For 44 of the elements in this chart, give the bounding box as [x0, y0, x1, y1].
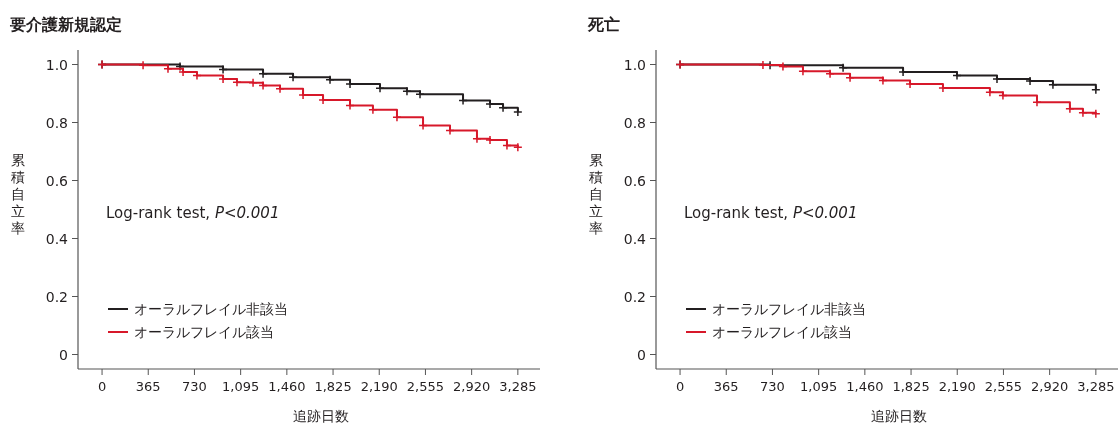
x-tick-label: 1,460 [846, 379, 884, 394]
y-tick-label: 0 [637, 346, 646, 363]
y-tick-label: 0 [59, 346, 68, 363]
x-tick-label: 1,825 [892, 379, 930, 394]
chart-title: 要介護新規認定 [9, 15, 122, 34]
x-tick-label: 0 [97, 379, 107, 394]
chart-title: 死亡 [587, 15, 620, 34]
y-tick-label: 0.6 [45, 172, 69, 189]
legend-label: オーラルフレイル該当 [712, 324, 852, 340]
y-axis-title: 累積自立率 [589, 152, 603, 236]
annotation: Log-rank test, P<0.001 [684, 204, 858, 222]
y-tick-label: 0.8 [623, 114, 646, 131]
x-tick-label: 2,555 [984, 379, 1023, 394]
x-tick-label: 2,555 [406, 379, 445, 394]
x-tick-label: 3,285 [499, 379, 537, 394]
x-tick-label: 365 [713, 379, 739, 394]
x-tick-label: 365 [135, 379, 161, 394]
legend-label: オーラルフレイル非該当 [712, 301, 866, 317]
annotation: Log-rank test, P<0.001 [106, 204, 280, 222]
y-tick-label: 0.2 [623, 288, 646, 305]
x-tick-label: 730 [182, 379, 207, 394]
x-axis-title: 追跡日数 [293, 408, 350, 424]
y-tick-label: 0.4 [45, 230, 69, 247]
y-tick-label: 0.2 [45, 288, 68, 305]
x-tick-label: 1,095 [800, 379, 838, 394]
y-tick-label: 1.0 [623, 56, 646, 73]
x-tick-label: 1,095 [222, 379, 260, 394]
x-tick-label: 1,825 [314, 379, 352, 394]
y-tick-label: 0.4 [623, 230, 647, 247]
x-tick-label: 730 [760, 379, 785, 394]
y-tick-label: 1.0 [45, 56, 68, 73]
x-tick-label: 2,920 [1031, 379, 1069, 394]
x-tick-label: 1,460 [268, 379, 306, 394]
x-tick-label: 3,285 [1077, 379, 1115, 394]
legend-label: オーラルフレイル該当 [134, 324, 274, 340]
y-tick-label: 0.6 [623, 172, 647, 189]
x-tick-label: 0 [675, 379, 685, 394]
y-tick-label: 0.8 [45, 114, 68, 131]
legend-label: オーラルフレイル非該当 [134, 301, 288, 317]
y-axis-title: 累積自立率 [11, 152, 25, 236]
x-axis-title: 追跡日数 [871, 408, 928, 424]
x-tick-label: 2,190 [360, 379, 398, 394]
x-tick-label: 2,920 [453, 379, 491, 394]
x-tick-label: 2,190 [938, 379, 976, 394]
